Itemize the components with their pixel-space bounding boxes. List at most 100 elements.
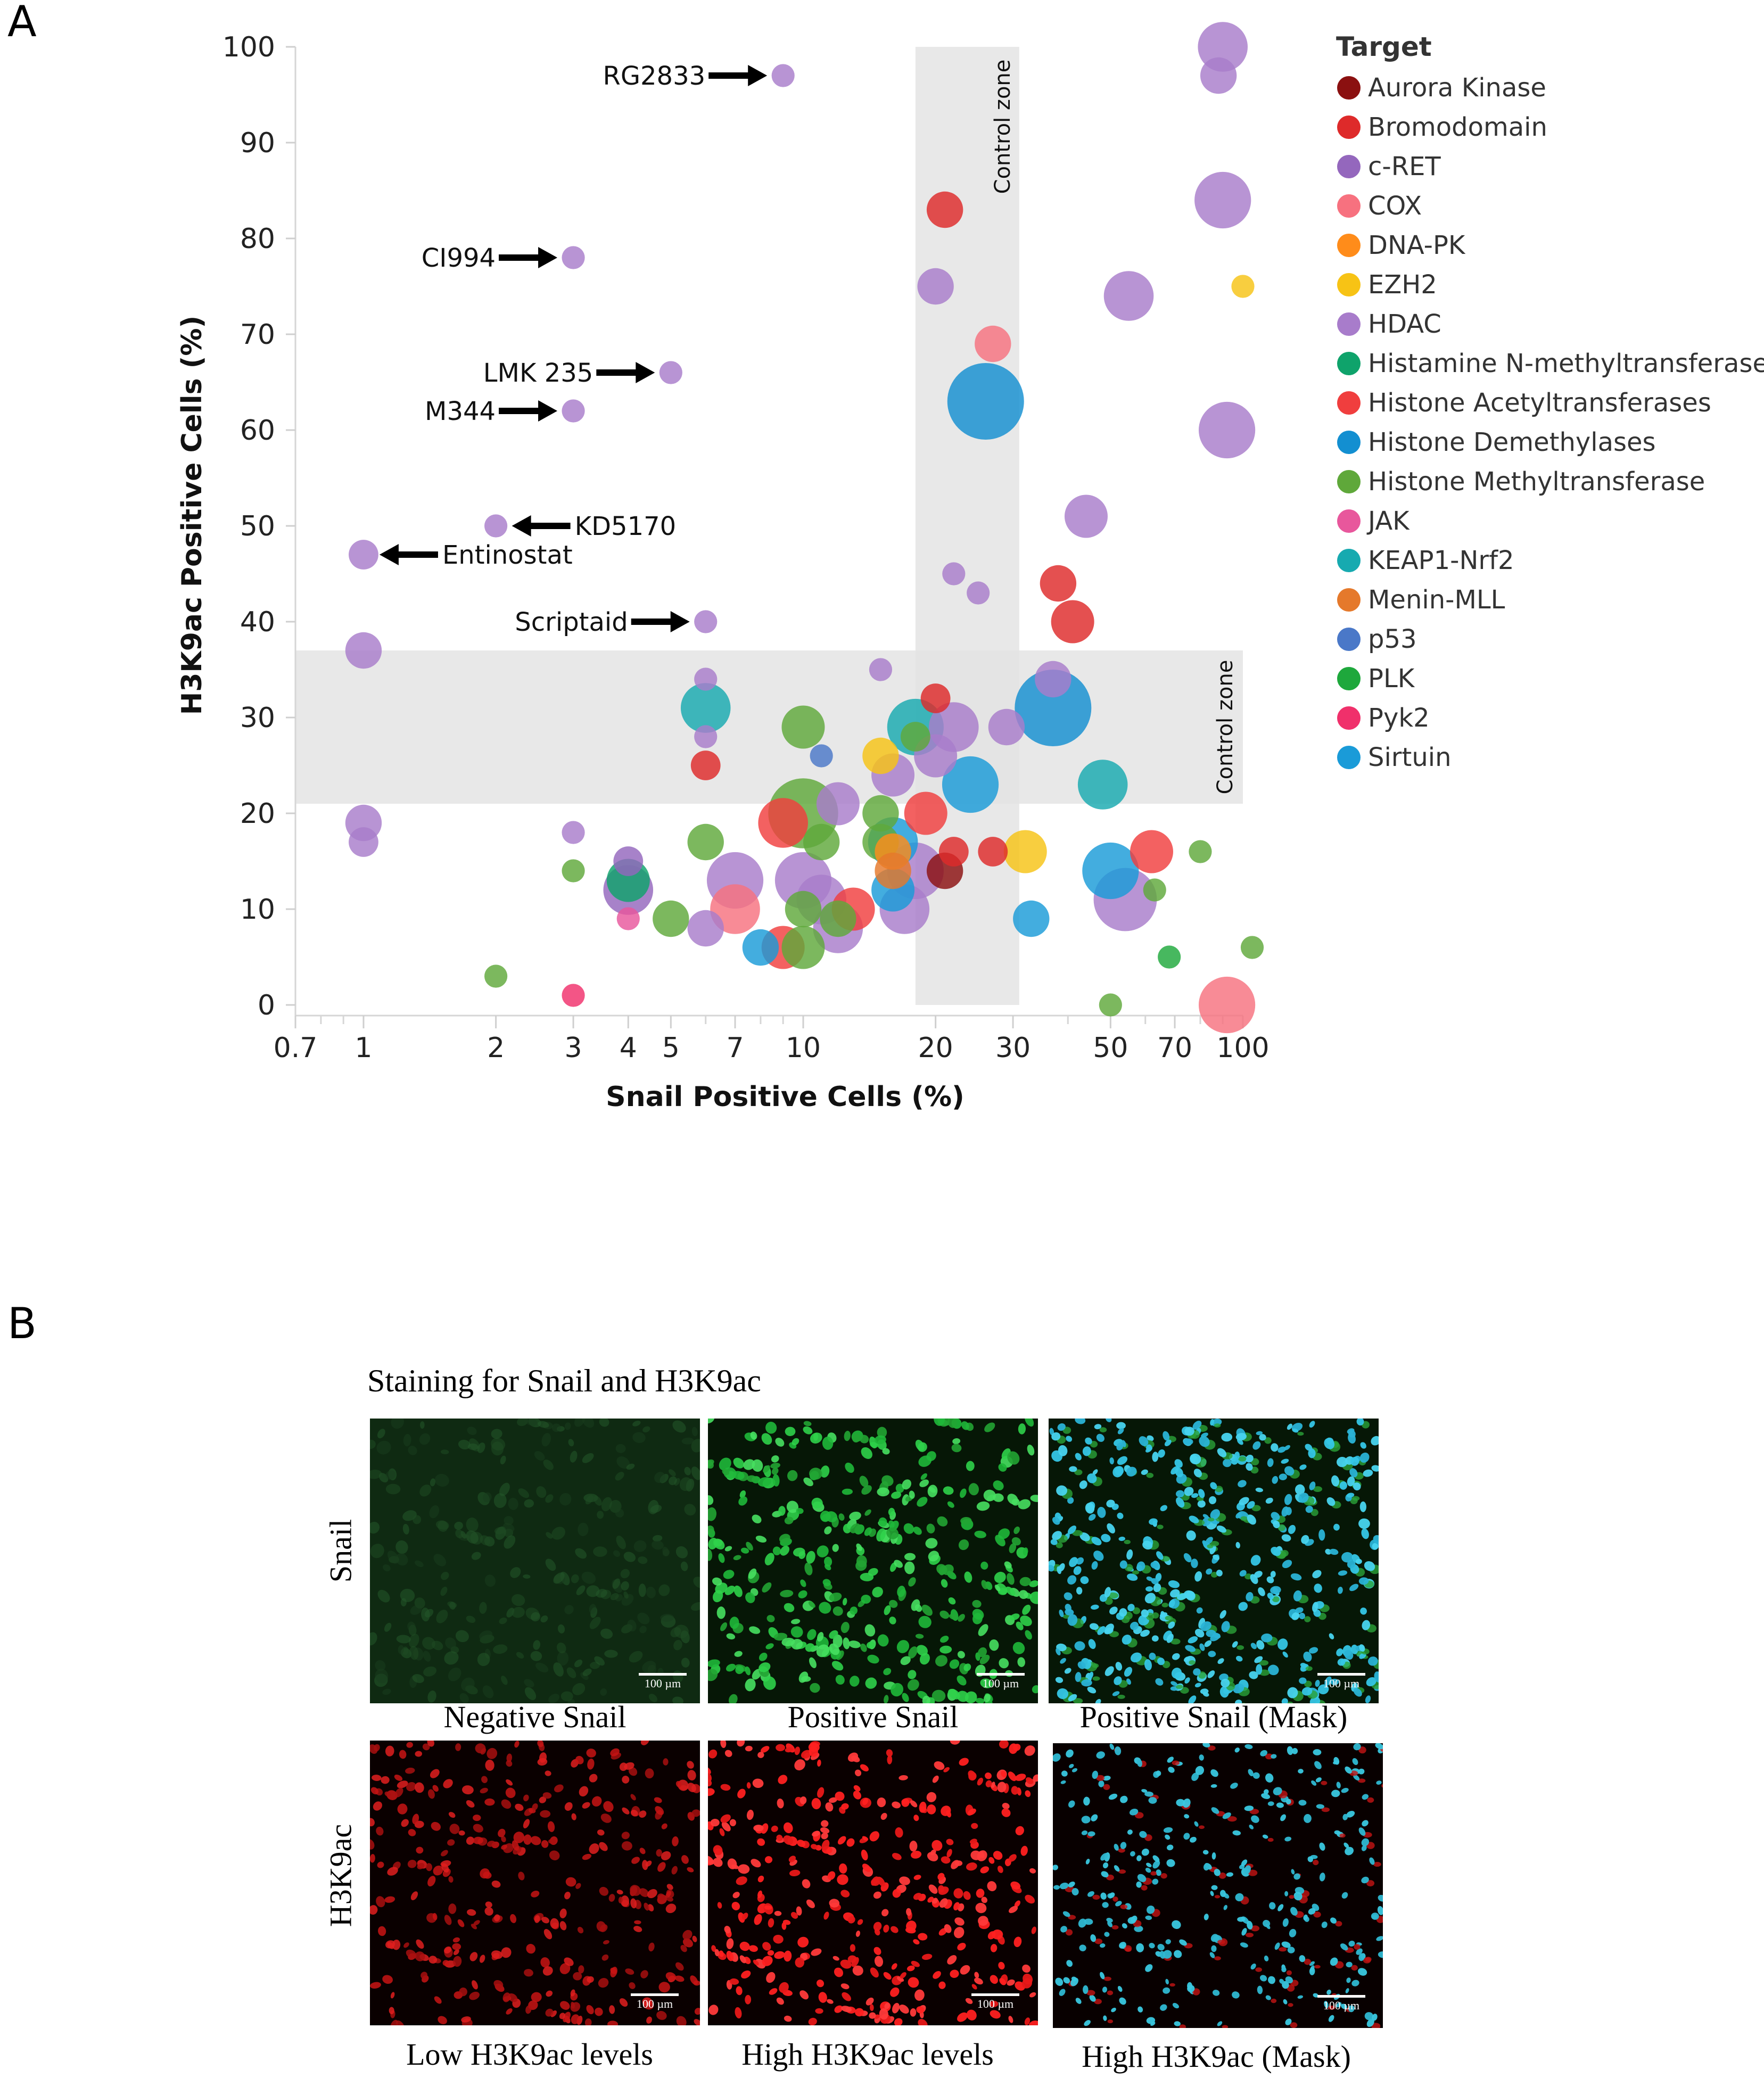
- cell-nucleus: [1283, 1999, 1288, 2005]
- cell-nucleus: [594, 1496, 602, 1506]
- bubble: [1130, 830, 1174, 873]
- bubble: [816, 782, 860, 826]
- cell-nucleus: [1235, 1512, 1242, 1519]
- legend-label: Histone Demethylases: [1368, 427, 1656, 457]
- cell-nucleus: [1341, 1892, 1348, 1899]
- image-negative-snail: [370, 1419, 700, 1703]
- cell-nucleus: [1190, 1836, 1197, 1843]
- cell-nucleus: [1089, 1623, 1099, 1630]
- legend-swatch: [1337, 588, 1361, 612]
- y-axis-label: H3K9ac Positive Cells (%): [176, 316, 208, 715]
- cell-nucleus: [1311, 1780, 1317, 1786]
- cell-nucleus: [1277, 1446, 1286, 1453]
- bubble: [616, 907, 640, 930]
- cell-nucleus: [1088, 1671, 1094, 1679]
- cell-nucleus: [1216, 1525, 1226, 1533]
- cell-nucleus: [877, 1427, 887, 1438]
- cell-nucleus: [455, 1529, 464, 1538]
- cell-nucleus: [1184, 1656, 1190, 1662]
- cell-nucleus: [1152, 1878, 1159, 1885]
- cell-nucleus: [423, 1666, 437, 1677]
- cell-nucleus: [586, 1749, 596, 1758]
- cell-nucleus: [848, 1640, 861, 1648]
- cell-nucleus: [408, 1829, 416, 1836]
- cell-nucleus: [597, 1511, 604, 1519]
- cell-nucleus: [407, 1621, 416, 1632]
- cell-nucleus: [788, 1856, 796, 1862]
- cell-nucleus: [771, 1825, 778, 1832]
- bubble: [942, 756, 999, 813]
- cell-nucleus: [582, 1853, 591, 1860]
- cell-nucleus: [567, 1699, 575, 1703]
- cell-nucleus: [820, 1511, 831, 1522]
- cell-nucleus: [1099, 1943, 1106, 1948]
- cell-nucleus: [630, 1898, 637, 1909]
- cell-nucleus: [674, 1975, 685, 1982]
- cell-nucleus: [811, 1798, 821, 1810]
- cell-nucleus: [545, 1770, 551, 1776]
- cell-nucleus: [921, 1604, 933, 1616]
- cell-nucleus: [1287, 1746, 1293, 1755]
- cell-nucleus: [523, 1794, 529, 1802]
- cell-nucleus: [473, 1920, 480, 1926]
- cell-nucleus: [1193, 1469, 1202, 1478]
- cell-nucleus: [981, 1580, 988, 1589]
- cell-nucleus: [1114, 1676, 1122, 1685]
- cell-nucleus: [1270, 1571, 1276, 1578]
- cell-nucleus: [1095, 1699, 1101, 1703]
- cell-nucleus: [428, 1789, 435, 1799]
- cell-nucleus: [916, 2006, 925, 2014]
- cell-nucleus: [589, 1843, 599, 1854]
- cell-nucleus: [1378, 1894, 1383, 1902]
- cell-nucleus: [960, 1488, 967, 1498]
- annotation: LMK 235: [483, 358, 655, 388]
- cell-nucleus: [918, 1615, 932, 1628]
- cell-nucleus: [1205, 1537, 1213, 1545]
- cell-nucleus: [852, 1433, 860, 1443]
- annotation-label: M344: [425, 397, 496, 426]
- cell-nucleus: [1202, 1743, 1210, 1747]
- cell-nucleus: [842, 1488, 853, 1495]
- y-tick-label: 50: [240, 510, 275, 542]
- cell-nucleus: [957, 1651, 965, 1659]
- cell-nucleus: [1309, 1481, 1316, 1490]
- arrow-shaft: [631, 619, 674, 625]
- cell-nucleus: [877, 1876, 885, 1886]
- cell-nucleus: [467, 1427, 477, 1435]
- cell-nucleus: [909, 1490, 915, 1499]
- cell-nucleus: [483, 1871, 492, 1879]
- y-tick-label: 20: [240, 798, 275, 830]
- cell-nucleus: [1091, 1814, 1098, 1821]
- cell-nucleus: [726, 1938, 734, 1949]
- cell-nucleus: [1282, 1918, 1289, 1927]
- bubble: [1040, 565, 1077, 602]
- cell-nucleus: [571, 2014, 580, 2024]
- cell-nucleus: [796, 1906, 802, 1916]
- cell-nucleus: [1059, 1563, 1065, 1572]
- cell-nucleus: [621, 1832, 630, 1840]
- cell-nucleus: [964, 1571, 972, 1583]
- cell-nucleus: [1256, 1664, 1263, 1675]
- cell-nucleus: [384, 1791, 391, 1797]
- cell-nucleus: [748, 1568, 757, 1579]
- cell-nucleus: [634, 1920, 641, 1925]
- cell-nucleus: [1165, 1834, 1170, 1840]
- cell-nucleus: [786, 1500, 799, 1513]
- x-tick-label: 4: [620, 1032, 637, 1064]
- cell-nucleus: [1170, 1681, 1178, 1686]
- y-tick-label: 30: [240, 702, 275, 734]
- cell-nucleus: [433, 1554, 447, 1566]
- cell-nucleus: [1291, 1869, 1295, 1875]
- cell-nucleus: [415, 1782, 424, 1793]
- cell-nucleus: [1101, 1533, 1111, 1543]
- cell-nucleus: [629, 1651, 643, 1663]
- cell-nucleus: [1326, 1497, 1336, 1506]
- cell-nucleus: [880, 1812, 887, 1820]
- cell-nucleus: [860, 1643, 867, 1652]
- cell-nucleus: [646, 1586, 656, 1598]
- cell-nucleus: [857, 1919, 863, 1925]
- cell-nucleus: [1277, 1904, 1284, 1911]
- cell-nucleus: [1219, 1610, 1226, 1619]
- cell-nucleus: [571, 1574, 579, 1584]
- bubble: [820, 900, 856, 937]
